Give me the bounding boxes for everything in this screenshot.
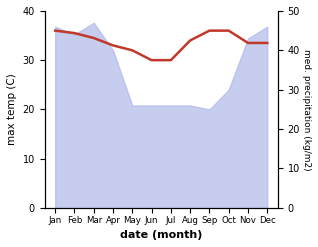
Y-axis label: med. precipitation (kg/m2): med. precipitation (kg/m2)	[302, 49, 311, 170]
X-axis label: date (month): date (month)	[120, 230, 203, 240]
Y-axis label: max temp (C): max temp (C)	[7, 74, 17, 145]
